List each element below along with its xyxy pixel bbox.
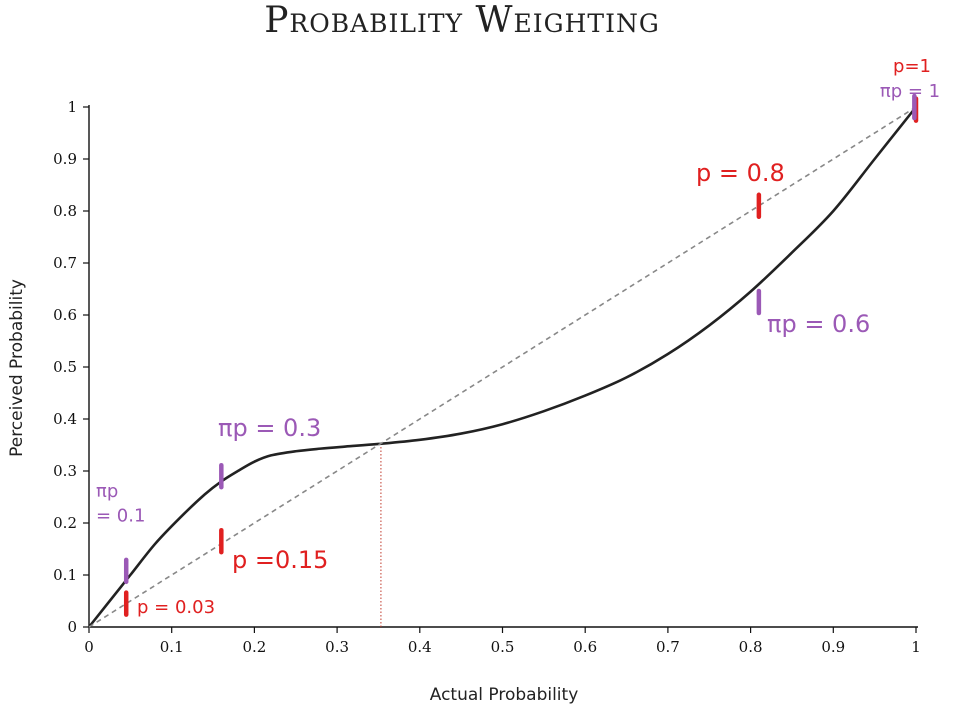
annotation-label: p=1: [893, 56, 931, 77]
annotation-line: πp = 1: [880, 81, 940, 102]
x-tick-label: 0: [84, 638, 94, 656]
y-tick-label: 0.2: [53, 514, 77, 532]
x-tick-label: 0.4: [408, 638, 432, 656]
annotation-label: p = 0.03: [137, 597, 215, 618]
annotation-line: = 0.1: [96, 505, 145, 526]
x-tick-label: 0.3: [325, 638, 349, 656]
annotation-line: p = 0.03: [137, 597, 215, 618]
plot-area: 0 0.1 0.2 0.3 0.4 0.5 0.6 0.7 0.8 0.9 1 0 0.1 0.2 0.3 0…: [53, 56, 940, 656]
x-axis-label: Actual Probability: [430, 685, 579, 705]
y-tick-label: 1: [67, 98, 77, 116]
weighting-curve: [87, 106, 918, 628]
y-tick-label: 0.8: [53, 202, 77, 220]
x-tick-label: 1: [911, 638, 921, 656]
annotation-label: πp = 1: [880, 81, 940, 102]
annotation-label: πp = 0.1: [96, 481, 145, 526]
x-tick-label: 0.2: [242, 638, 266, 656]
y-tick-label: 0.4: [53, 410, 77, 428]
y-tick-label: 0: [67, 618, 77, 636]
annotation-label: πp = 0.6: [767, 310, 870, 338]
annotation-line: p=1: [893, 56, 931, 77]
y-tick-label: 0.7: [53, 254, 77, 272]
x-tick-label: 0.7: [656, 638, 680, 656]
annotation-line: πp: [96, 481, 118, 502]
annotation-line: p = 0.8: [696, 159, 785, 187]
annotation-label: πp = 0.3: [218, 414, 321, 442]
chart-title: Probability Weighting: [264, 0, 660, 41]
diagonal-reference-line: [88, 106, 917, 628]
x-tick-label: 0.9: [821, 638, 845, 656]
x-tick-label: 0.1: [160, 638, 184, 656]
x-tick-label: 0.8: [739, 638, 763, 656]
y-tick-label: 0.6: [53, 306, 77, 324]
annotation-label: p =0.15: [232, 546, 328, 574]
annotation-line: πp = 0.3: [218, 414, 321, 442]
y-tick-label: 0.1: [53, 566, 77, 584]
y-tick-label: 0.3: [53, 462, 77, 480]
x-tick-label: 0.6: [573, 638, 597, 656]
y-tick-label: 0.5: [53, 358, 77, 376]
y-axis-label: Perceived Probability: [7, 279, 27, 457]
y-tick-label: 0.9: [53, 150, 77, 168]
annotation-line: πp = 0.6: [767, 310, 870, 338]
annotation-label: p = 0.8: [696, 159, 785, 187]
x-tick-label: 0.5: [491, 638, 515, 656]
annotation-line: p =0.15: [232, 546, 328, 574]
